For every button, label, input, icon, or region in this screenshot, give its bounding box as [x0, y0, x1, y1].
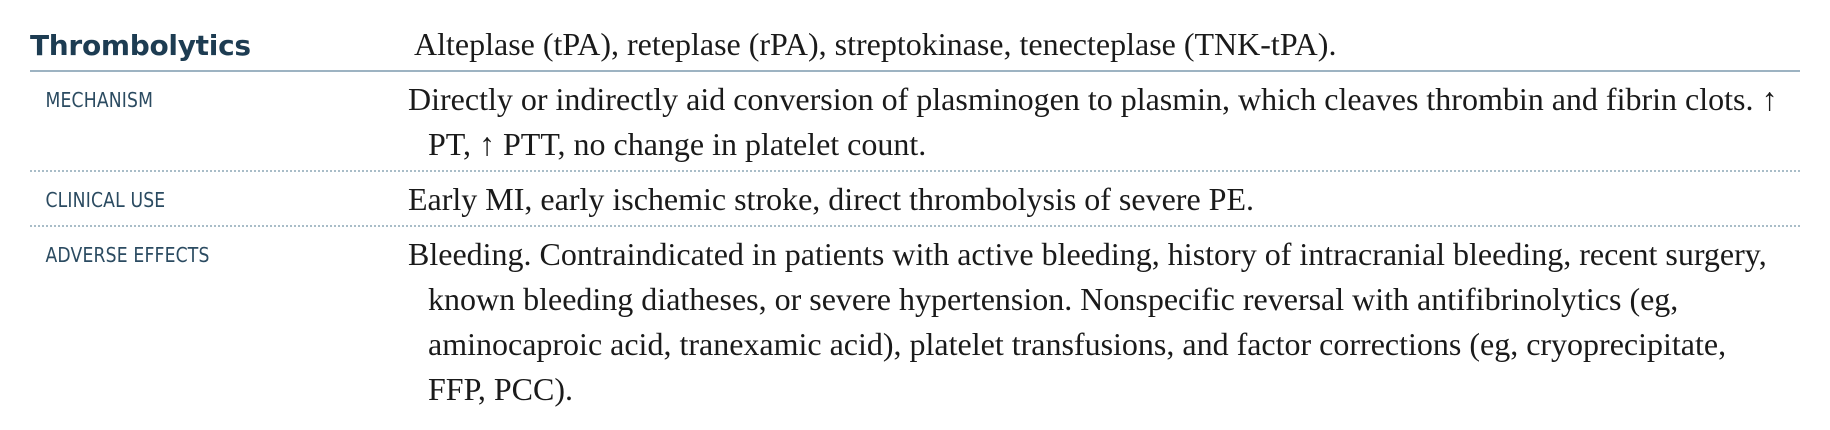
clinical-use-text: Early MI, early ischemic stroke, direct … [408, 181, 1254, 217]
mechanism-label: MECHANISM [45, 88, 154, 112]
adverse-effects-label: ADVERSE EFFECTS [45, 243, 210, 267]
drug-summary-table: Thrombolytics Alteplase (tPA), reteplase… [30, 22, 1800, 415]
mechanism-text: Directly or indirectly aid conversion of… [408, 81, 1778, 162]
header-row: Thrombolytics Alteplase (tPA), reteplase… [30, 22, 1800, 72]
drug-class-title: Thrombolytics [30, 29, 251, 62]
clinical-use-row: CLINICAL USE Early MI, early ischemic st… [30, 172, 1800, 227]
drug-list: Alteplase (tPA), reteplase (rPA), strept… [414, 26, 1337, 62]
clinical-use-label: CLINICAL USE [45, 188, 166, 212]
mechanism-row: MECHANISM Directly or indirectly aid con… [30, 72, 1800, 172]
adverse-effects-text: Bleeding. Contraindicated in patients wi… [408, 236, 1767, 407]
adverse-effects-row: ADVERSE EFFECTS Bleeding. Contraindicate… [30, 227, 1800, 415]
